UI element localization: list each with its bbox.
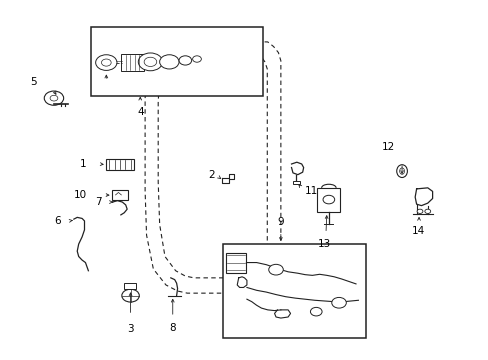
Circle shape <box>424 209 430 213</box>
Circle shape <box>268 264 283 275</box>
Text: 14: 14 <box>410 226 424 236</box>
Text: 3: 3 <box>127 324 134 334</box>
Circle shape <box>102 59 111 66</box>
Text: 2: 2 <box>207 170 214 180</box>
Text: 8: 8 <box>169 323 176 333</box>
Circle shape <box>192 56 201 62</box>
Ellipse shape <box>396 165 407 177</box>
Circle shape <box>310 307 322 316</box>
Circle shape <box>144 57 157 67</box>
FancyBboxPatch shape <box>111 190 128 200</box>
Text: 13: 13 <box>317 239 330 249</box>
Bar <box>292 181 300 184</box>
Text: 10: 10 <box>74 190 87 200</box>
Bar <box>317 188 340 212</box>
Text: 1: 1 <box>80 159 87 169</box>
Circle shape <box>179 56 191 65</box>
Bar <box>105 159 134 170</box>
Text: 5: 5 <box>30 77 37 87</box>
Text: 7: 7 <box>95 197 102 207</box>
Text: 9: 9 <box>277 217 284 227</box>
Circle shape <box>50 95 58 101</box>
Circle shape <box>159 55 179 69</box>
Bar <box>124 283 136 289</box>
Circle shape <box>331 297 346 308</box>
Circle shape <box>416 209 422 213</box>
Text: 11: 11 <box>305 186 318 196</box>
Bar <box>91 27 263 96</box>
Circle shape <box>96 55 117 71</box>
Text: 4: 4 <box>137 107 143 117</box>
Circle shape <box>138 53 162 71</box>
Circle shape <box>122 289 139 302</box>
FancyBboxPatch shape <box>121 54 144 72</box>
Ellipse shape <box>399 168 404 174</box>
Text: 6: 6 <box>55 216 61 226</box>
Circle shape <box>44 91 63 105</box>
FancyBboxPatch shape <box>225 253 246 273</box>
Text: 12: 12 <box>381 142 394 152</box>
Circle shape <box>323 195 334 204</box>
Bar <box>222 244 365 338</box>
